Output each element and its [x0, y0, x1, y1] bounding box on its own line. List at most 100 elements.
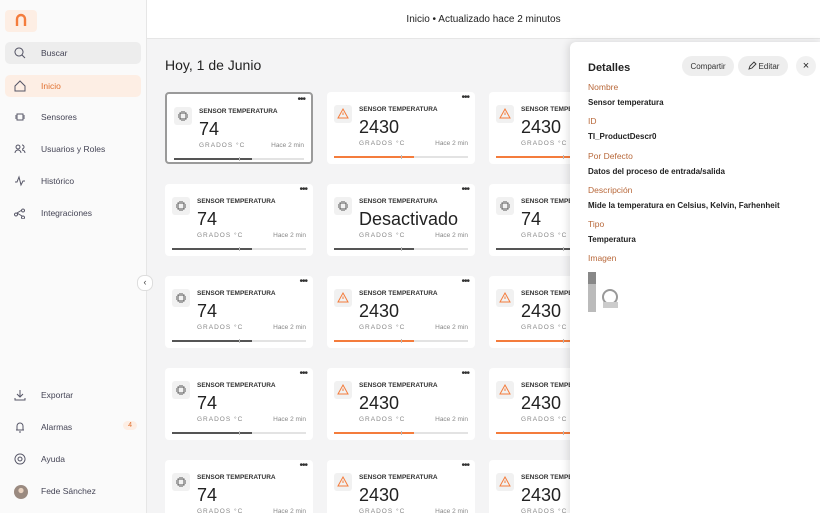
sensor-card[interactable]: SENSOR TEMPERATURA 74 GRADOS °C Hace 2 min •… — [165, 276, 313, 348]
progress-tick — [239, 339, 240, 343]
card-menu[interactable]: ••• — [461, 184, 469, 195]
card-unit: GRADOS °C — [521, 232, 568, 239]
icon — [15, 175, 25, 187]
card-icon — [496, 197, 514, 215]
card-label: SENSOR TEMPERATURA — [197, 474, 276, 481]
footer-item[interactable]: Fede Sánchez — [5, 480, 141, 502]
card-label: SENSOR TEMPERATURA — [521, 382, 600, 389]
progress-fill — [334, 340, 415, 342]
card-menu[interactable]: ••• — [299, 460, 307, 471]
warning-icon — [499, 291, 511, 303]
progress-tick — [401, 247, 402, 251]
progress-track — [334, 339, 468, 343]
nav-label: Buscar — [41, 48, 68, 58]
nav-item[interactable]: Sensores — [5, 106, 141, 128]
footer-label: Alarmas — [41, 422, 73, 432]
close-button[interactable]: × — [796, 56, 816, 76]
card-icon — [496, 381, 514, 399]
card-menu[interactable]: ••• — [461, 276, 469, 287]
progress-fill — [496, 156, 577, 158]
card-menu[interactable]: ••• — [461, 460, 469, 471]
sensor-card[interactable]: SENSOR TEMPERATURA 2430 GRADOS °C Hace 2 mi… — [327, 460, 475, 513]
progress-tick — [563, 431, 564, 435]
card-menu[interactable]: ••• — [461, 92, 469, 103]
progress-fill — [496, 248, 577, 250]
sensor-card[interactable]: SENSOR TEMPERATURA 2430 GRADOS °C Hace 2 mi… — [327, 368, 475, 440]
top-bar: Inicio • Actualizado hace 2 minutos — [147, 0, 820, 39]
sensor-card[interactable]: SENSOR TEMPERATURA 74 GRADOS °C Hace 2 min •… — [165, 184, 313, 256]
card-label: SENSOR TEMPERATURA — [521, 198, 600, 205]
card-menu[interactable]: ••• — [299, 368, 307, 379]
nav-label: Usuarios y Roles — [41, 144, 106, 154]
card-icon — [496, 473, 514, 491]
nav-item[interactable]: Integraciones — [5, 202, 141, 224]
card-icon — [496, 105, 514, 123]
sensor-card[interactable]: SENSOR TEMPERATURA 74 GRADOS °C Hace 2 min •… — [165, 368, 313, 440]
sensor-card[interactable]: SENSOR TEMPERATURA 74 GRADOS °C Hace 2 min •… — [165, 92, 313, 164]
card-unit: GRADOS °C — [197, 508, 244, 513]
card-icon — [334, 105, 352, 123]
sensor-card[interactable]: SENSOR TEMPERATURA Desactivado GRADOS °C Ha… — [327, 184, 475, 256]
progress-fill — [496, 340, 577, 342]
nav-item[interactable]: Buscar — [5, 42, 141, 64]
field-label: Nombre — [588, 82, 619, 92]
logo[interactable] — [5, 10, 37, 32]
card-unit: GRADOS °C — [521, 508, 568, 513]
card-time: Hace 2 min — [435, 508, 468, 513]
card-unit: GRADOS °C — [359, 416, 406, 423]
progress-tick — [401, 339, 402, 343]
progress-tick — [563, 247, 564, 251]
details-title: Detalles — [588, 62, 631, 74]
header-title: Inicio • Actualizado hace 2 minutos — [406, 13, 561, 25]
progress-tick — [563, 155, 564, 159]
card-unit: GRADOS °C — [359, 324, 406, 331]
card-value: 2430 — [359, 117, 400, 137]
collapse-button[interactable]: ‹ — [137, 275, 153, 291]
card-value: 2430 — [359, 485, 400, 505]
progress-track — [496, 247, 630, 251]
avatar — [14, 485, 28, 499]
card-time: Hace 2 min — [435, 140, 468, 147]
card-unit: GRADOS °C — [197, 232, 244, 239]
sensor-card[interactable]: SENSOR TEMPERATURA 2430 GRADOS °C Hace 2 mi… — [327, 92, 475, 164]
progress-track — [496, 339, 630, 343]
field-value: Temperatura — [588, 235, 636, 245]
progress-tick — [563, 339, 564, 343]
share-button[interactable]: Compartir — [682, 56, 734, 76]
nav-item[interactable]: Inicio — [5, 75, 141, 97]
footer-label: Ayuda — [41, 454, 65, 464]
nav-label: Integraciones — [41, 208, 93, 218]
footer-item[interactable]: Ayuda — [5, 448, 141, 470]
card-unit: GRADOS °C — [521, 416, 568, 423]
card-menu[interactable]: ••• — [299, 184, 307, 195]
progress-track — [496, 431, 630, 435]
sensor-card[interactable]: SENSOR TEMPERATURA 2430 GRADOS °C Hace 2 mi… — [327, 276, 475, 348]
nav-item[interactable]: Histórico — [5, 170, 141, 192]
card-unit: GRADOS °C — [521, 140, 568, 147]
sensor-card[interactable]: SENSOR TEMPERATURA 74 GRADOS °C Hace 2 min •… — [165, 460, 313, 513]
edit-button[interactable]: Editar — [738, 56, 788, 76]
field-label: Por Defecto — [588, 150, 633, 161]
card-label: SENSOR TEMPERATURA — [521, 290, 600, 297]
warning-icon — [499, 475, 511, 487]
card-menu[interactable]: ••• — [461, 368, 469, 379]
chip-icon — [176, 385, 186, 395]
date-heading: Hoy, 1 de Junio — [165, 57, 262, 73]
nav-item[interactable]: Usuarios y Roles — [5, 138, 141, 160]
progress-track — [172, 339, 306, 343]
footer-item[interactable]: Alarmas 4 — [5, 416, 141, 438]
progress-fill — [496, 432, 577, 434]
card-time: Hace 2 min — [271, 142, 304, 149]
card-label: SENSOR TEMPERATURA — [197, 290, 276, 297]
warning-icon — [499, 107, 511, 119]
chip-icon — [338, 201, 348, 211]
card-time: Hace 2 min — [435, 232, 468, 239]
card-menu[interactable]: ••• — [299, 276, 307, 287]
card-time: Hace 2 min — [435, 416, 468, 423]
card-time: Hace 2 min — [435, 324, 468, 331]
sidebar: ‹ Buscar Inicio Sensores Usuarios y Roles Hi… — [0, 0, 153, 513]
nav-label: Histórico — [41, 176, 75, 186]
card-menu[interactable]: ••• — [297, 94, 305, 105]
footer-item[interactable]: Exportar — [5, 384, 141, 406]
details-panel: Detalles Compartir Editar × Nombre Sensor… — [570, 42, 820, 513]
